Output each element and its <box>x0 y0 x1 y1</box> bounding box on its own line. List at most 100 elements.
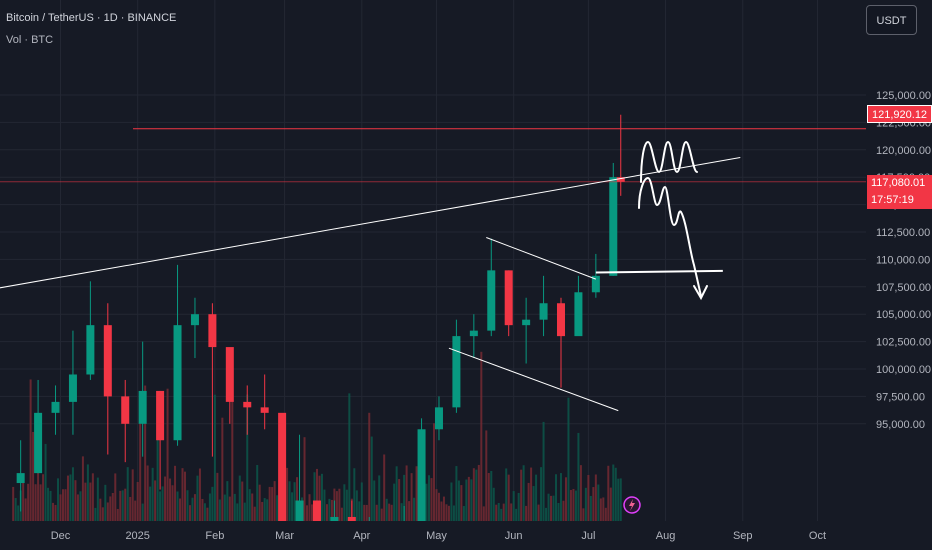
candle-body <box>591 275 600 293</box>
volume-bar <box>27 483 30 521</box>
candle-body <box>156 390 165 441</box>
volume-bar <box>617 478 620 521</box>
volume-bar <box>161 486 164 521</box>
price-axis-label: 97,500.00 <box>876 391 925 403</box>
price-axis[interactable] <box>866 0 932 550</box>
volume-bar <box>572 488 575 521</box>
volume-bar <box>12 486 15 521</box>
volume-bar <box>184 471 186 521</box>
lightning-bolt-glyph <box>629 499 635 511</box>
volume-bar <box>502 503 505 521</box>
volume-bar <box>363 504 366 521</box>
volume-bar <box>455 466 458 521</box>
volume-bar <box>276 495 279 521</box>
volume-bar <box>323 489 326 521</box>
volume-bar <box>32 431 35 521</box>
projection-wave-drawing[interactable] <box>640 140 698 183</box>
time-axis[interactable] <box>0 521 866 550</box>
target-support-line[interactable] <box>595 269 723 274</box>
volume-bar <box>320 473 323 521</box>
volume-bar <box>96 477 99 521</box>
volume-legend[interactable]: Vol · BTC <box>6 34 54 46</box>
volume-bar <box>94 507 97 521</box>
volume-bar <box>619 478 622 521</box>
channel-upper-line[interactable] <box>486 237 597 280</box>
volume-bar <box>318 475 321 521</box>
volume-bar <box>223 494 226 521</box>
candle-body <box>295 500 304 523</box>
volume-bar <box>201 498 204 521</box>
volume-bar <box>360 482 363 521</box>
candle-body <box>225 347 234 402</box>
volume-bar <box>126 467 129 521</box>
volume-bar <box>510 503 513 521</box>
candle-body <box>574 292 583 337</box>
volume-bar <box>582 508 585 521</box>
long-trendline[interactable] <box>0 156 741 293</box>
volume-bar <box>542 421 545 521</box>
volume-bar <box>139 397 142 521</box>
volume-bar <box>495 504 498 521</box>
channel-lower-line[interactable] <box>448 347 619 412</box>
volume-bar <box>273 481 276 521</box>
volume-bar <box>288 481 291 521</box>
time-axis-label: Jun <box>505 530 523 542</box>
volume-bar <box>574 490 577 521</box>
volume-bar <box>213 394 216 521</box>
candle-body <box>138 390 147 424</box>
volume-bar <box>457 480 460 521</box>
volume-bar <box>84 482 87 521</box>
candle-body <box>121 396 130 424</box>
volume-bar <box>191 497 194 521</box>
volume-bar <box>579 465 582 521</box>
volume-bar <box>612 464 615 521</box>
volume-bar <box>231 382 234 521</box>
volume-bar <box>557 502 560 521</box>
volume-bar <box>42 474 45 521</box>
volume-bar <box>403 474 406 521</box>
candle-body <box>504 270 513 326</box>
volume-bar <box>159 491 162 521</box>
volume-bar <box>66 475 69 521</box>
volume-bar <box>584 487 587 521</box>
volume-bar <box>547 493 550 521</box>
volume-bar <box>303 437 306 521</box>
price-axis-label: 120,000.00 <box>876 145 931 157</box>
volume-bar <box>193 494 196 521</box>
price-axis-label: 107,500.00 <box>876 282 931 294</box>
volume-bar <box>44 443 47 521</box>
volume-bar <box>52 502 55 521</box>
volume-bar <box>211 486 214 521</box>
volume-bar <box>408 501 411 521</box>
volume-bar <box>532 486 535 521</box>
volume-bar <box>365 504 368 521</box>
volume-bar <box>61 489 64 521</box>
volume-bar <box>24 498 27 521</box>
candle-body <box>190 314 199 326</box>
volume-bar <box>587 474 590 521</box>
volume-bar <box>447 505 450 521</box>
volume-bar <box>577 432 580 521</box>
volume-bar <box>134 500 137 521</box>
volume-bar <box>348 393 351 521</box>
volume-bar <box>124 488 127 521</box>
volume-bar <box>174 465 177 521</box>
volume-bar <box>91 473 94 521</box>
volume-bar <box>537 504 540 521</box>
volume-bar <box>188 505 191 521</box>
volume-bar <box>599 498 602 521</box>
symbol-title[interactable]: Bitcoin / TetherUS · 1D · BINANCE <box>6 12 177 24</box>
volume-bar <box>198 468 201 521</box>
currency-button[interactable]: USDT <box>866 5 917 35</box>
volume-bar <box>378 475 381 521</box>
volume-bar <box>614 467 617 521</box>
volume-bar <box>291 492 294 521</box>
volume-bar <box>17 505 20 521</box>
projection-path-drawing[interactable] <box>638 176 702 297</box>
volume-bar <box>340 507 343 521</box>
candle-body <box>609 177 618 276</box>
volume-bar <box>442 496 445 521</box>
volume-bar <box>373 480 376 521</box>
